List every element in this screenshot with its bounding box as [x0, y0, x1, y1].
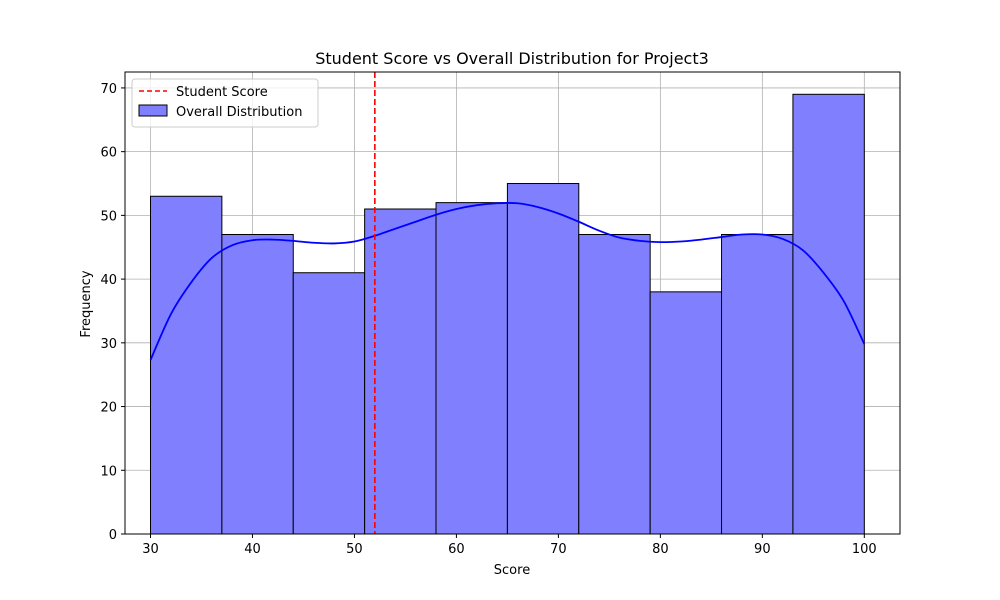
- y-axis-label: Frequency: [79, 270, 94, 337]
- histogram-bar-5: [435, 202, 508, 535]
- histogram-bar-7: [578, 233, 651, 535]
- x-tick-label-70: 70: [550, 542, 567, 557]
- y-tick-label-60: 60: [100, 146, 117, 161]
- x-tick-label-40: 40: [244, 542, 261, 557]
- legend-box: [131, 78, 319, 128]
- legend-overall-distribution-label: Overall Distribution: [176, 105, 302, 120]
- y-tick-label-30: 30: [100, 337, 117, 352]
- x-axis-ticks: 30 40 50 60 70 80 90 100: [142, 534, 877, 557]
- histogram-bar-2: [221, 233, 294, 535]
- legend: Student Score Overall Distribution: [131, 78, 319, 128]
- histogram-bar-1: [149, 195, 223, 535]
- histogram-bar-6: [506, 183, 580, 535]
- y-tick-label-10: 10: [100, 464, 117, 479]
- x-tick-label-60: 60: [448, 542, 465, 557]
- x-tick-label-80: 80: [652, 542, 669, 557]
- y-tick-label-20: 20: [100, 401, 117, 416]
- y-tick-label-70: 70: [100, 82, 117, 97]
- histogram-bar-10: [792, 93, 865, 535]
- chart-title: Student Score vs Overall Distribution fo…: [315, 49, 709, 68]
- x-tick-label-100: 100: [852, 542, 877, 557]
- histogram-bar-8: [649, 291, 723, 535]
- axes: [124, 71, 901, 535]
- y-tick-label-40: 40: [100, 273, 117, 288]
- histogram-bars: [149, 93, 865, 535]
- legend-student-score-label: Student Score: [176, 85, 268, 100]
- kde-curve-layer: [149, 202, 866, 361]
- plot-frame: [124, 71, 901, 535]
- x-tick-label-30: 30: [142, 542, 159, 557]
- histogram-bar-9: [721, 233, 794, 535]
- kde-curve: [149, 202, 866, 361]
- y-tick-label-0: 0: [109, 528, 117, 543]
- histogram-bar-3: [292, 272, 366, 535]
- y-tick-label-50: 50: [100, 209, 117, 224]
- legend-overall-distribution-swatch: [138, 104, 168, 117]
- x-tick-label-50: 50: [346, 542, 363, 557]
- x-axis-label: Score: [494, 563, 530, 578]
- x-tick-label-90: 90: [754, 542, 771, 557]
- y-axis-ticks: 0 10 20 30 40 50 60 70: [100, 82, 125, 543]
- histogram-bar-4: [364, 208, 437, 535]
